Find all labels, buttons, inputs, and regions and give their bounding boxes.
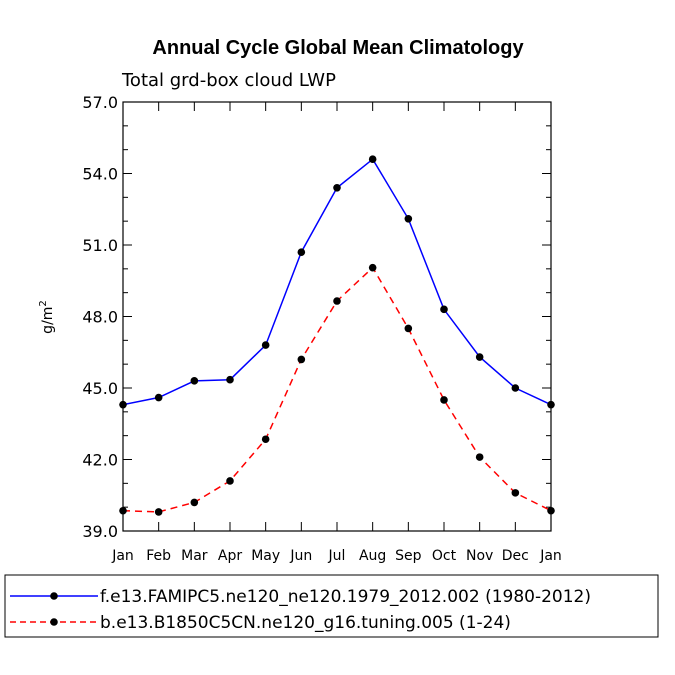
x-tick-label: Aug	[359, 548, 386, 564]
y-axis-label-exponent: 2	[38, 300, 49, 306]
x-tick-label: Dec	[502, 548, 529, 564]
series-1-point	[404, 214, 413, 223]
series-2-point	[154, 508, 163, 516]
series-2-point	[190, 498, 199, 507]
series-2-point	[333, 297, 341, 305]
series-1-point	[333, 184, 341, 192]
y-axis: 39.0 42.0 45.0 48.0 51.0 54.0 57.0	[82, 93, 551, 541]
y-tick-label: 45.0	[82, 379, 118, 398]
series-1-point	[297, 248, 306, 256]
series-2-point	[511, 489, 520, 497]
series-1-point	[368, 155, 377, 163]
x-tick-label: Nov	[466, 548, 493, 564]
legend-entry-series-2: b.e13.B1850C5CN.ne120_g16.tuning.005 (1-…	[10, 613, 511, 633]
chart-title: Annual Cycle Global Mean Climatology	[152, 37, 524, 59]
x-tick-label: Jun	[289, 548, 312, 564]
y-tick-label: 42.0	[82, 451, 118, 470]
series-1-point	[154, 393, 163, 402]
legend-label-series-1: f.e13.FAMIPC5.ne120_ne120.1979_2012.002 …	[100, 587, 591, 607]
x-tick-label: May	[251, 548, 280, 564]
series-2-point	[475, 453, 484, 461]
x-tick-label: Feb	[146, 548, 171, 564]
series-2-point	[261, 435, 270, 444]
series-2-point	[547, 506, 555, 515]
x-tick-label: Apr	[218, 548, 242, 564]
x-tick-label: Oct	[432, 548, 457, 564]
series-layer	[119, 155, 555, 516]
legend-label-series-2: b.e13.B1850C5CN.ne120_g16.tuning.005 (1-…	[100, 613, 511, 633]
y-tick-label: 57.0	[82, 93, 118, 112]
series-2-point	[226, 477, 234, 485]
series-1-point	[440, 305, 448, 314]
x-tick-label: Jan	[111, 548, 134, 564]
series-1-point	[511, 384, 520, 392]
x-tick-label: Jan	[539, 548, 562, 564]
y-tick-label: 51.0	[82, 236, 118, 255]
x-axis: Jan Feb Mar Apr May Jun Jul Aug Sep Oct Nov Dec Jan	[111, 102, 562, 564]
series-1-point	[475, 353, 484, 361]
chart-subtitle: Total grd-box cloud LWP	[121, 70, 336, 91]
y-tick-label: 39.0	[82, 522, 118, 541]
legend-box	[4, 574, 659, 638]
series-2-point	[368, 263, 377, 272]
y-axis-label-unit: g/m	[40, 307, 56, 334]
y-tick-label: 48.0	[82, 308, 118, 327]
plot-frame	[122, 101, 552, 532]
series-1-point	[190, 377, 199, 385]
x-tick-label: Jul	[328, 548, 346, 564]
series-2-point	[440, 396, 448, 404]
series-2-point	[297, 355, 306, 364]
series-1-point	[119, 400, 127, 409]
series-1-point	[226, 375, 234, 384]
y-axis-label: g/m2	[38, 300, 56, 334]
series-1-point	[547, 400, 555, 409]
x-tick-label: Mar	[181, 548, 208, 564]
legend-marker-series-1	[50, 592, 58, 600]
x-tick-label: Sep	[395, 548, 422, 564]
legend-entry-series-1: f.e13.FAMIPC5.ne120_ne120.1979_2012.002 …	[10, 587, 591, 607]
legend-marker-series-2	[50, 618, 58, 626]
series-2-point	[404, 324, 413, 333]
series-line-1	[122, 158, 552, 406]
series-1-point	[261, 341, 270, 349]
y-tick-label: 54.0	[82, 165, 118, 184]
series-2-point	[119, 506, 127, 515]
